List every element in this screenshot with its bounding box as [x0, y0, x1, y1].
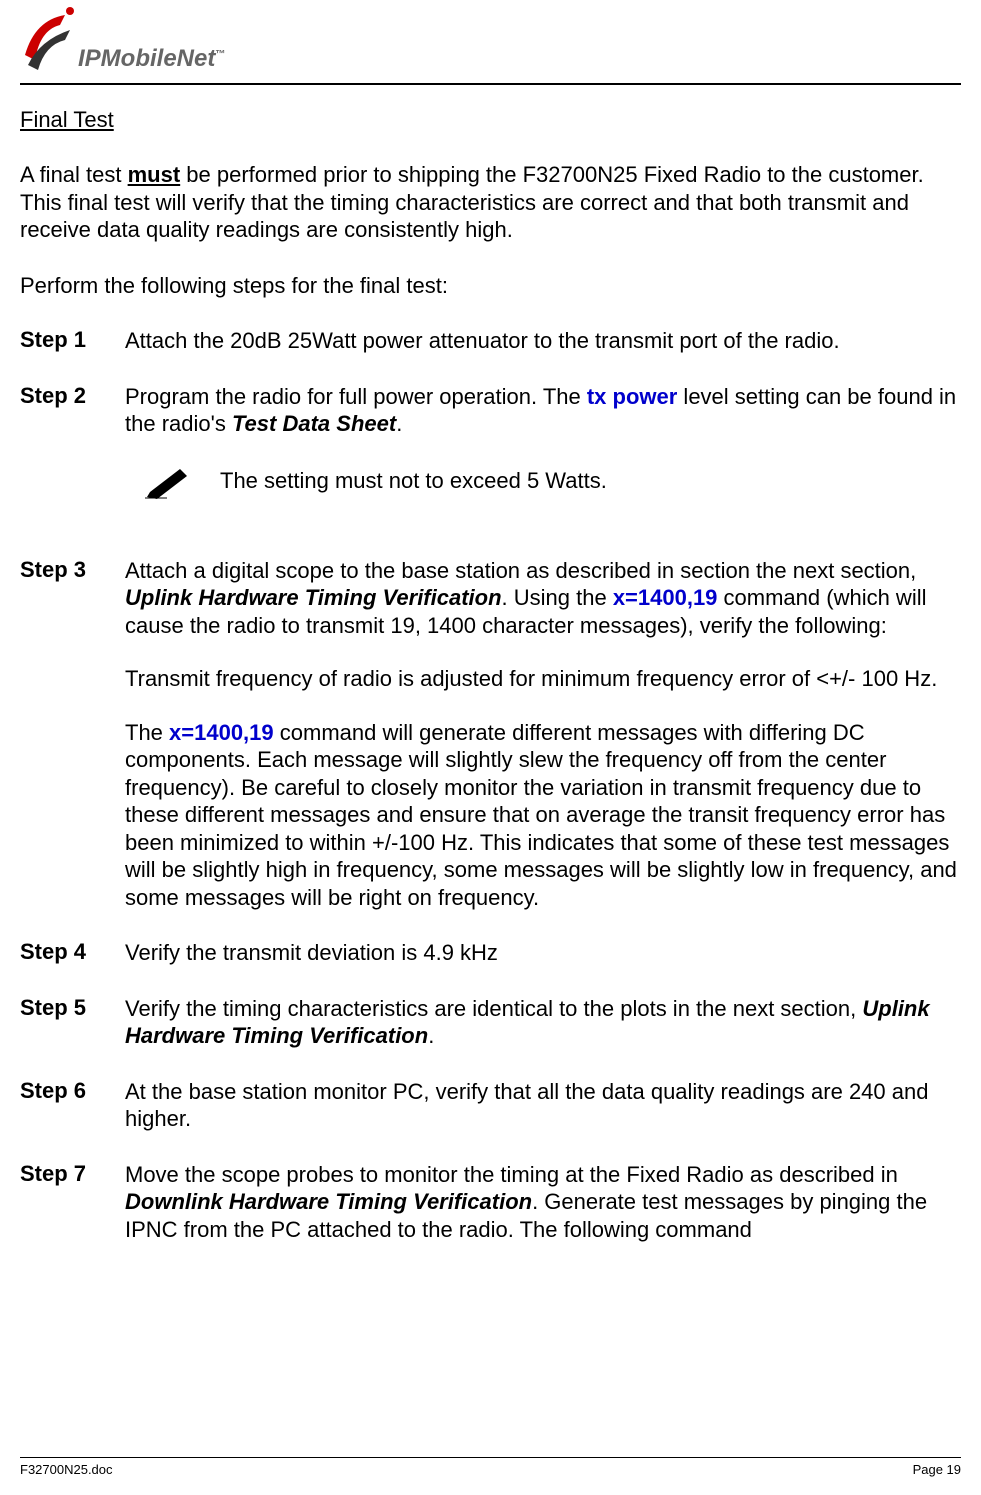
- step-2: Step 2 Program the radio for full power …: [20, 383, 961, 529]
- step-text: Attach a digital scope to the base stati…: [125, 557, 961, 912]
- company-logo: IPMobileNet™: [20, 5, 961, 83]
- step-6: Step 6 At the base station monitor PC, v…: [20, 1078, 961, 1133]
- step-1: Step 1 Attach the 20dB 25Watt power atte…: [20, 327, 961, 355]
- step-text: Attach the 20dB 25Watt power attenuator …: [125, 327, 961, 355]
- step-label: Step 1: [20, 327, 125, 355]
- document-content: Final Test A final test must be performe…: [20, 107, 961, 1243]
- footer-filename: F32700N25.doc: [20, 1462, 113, 1477]
- step-text: Verify the transmit deviation is 4.9 kHz: [125, 939, 961, 967]
- step-4: Step 4 Verify the transmit deviation is …: [20, 939, 961, 967]
- step-label: Step 3: [20, 557, 125, 912]
- step-text: Program the radio for full power operati…: [125, 383, 961, 529]
- note-callout: The setting must not to exceed 5 Watts.: [145, 464, 961, 499]
- step-label: Step 5: [20, 995, 125, 1050]
- intro-paragraph: A final test must be performed prior to …: [20, 161, 961, 244]
- section-title: Final Test: [20, 107, 961, 133]
- steps-list: Step 1 Attach the 20dB 25Watt power atte…: [20, 327, 961, 1243]
- step-label: Step 4: [20, 939, 125, 967]
- step-label: Step 6: [20, 1078, 125, 1133]
- step-text: Verify the timing characteristics are id…: [125, 995, 961, 1050]
- logo-swoosh-icon: [20, 5, 80, 75]
- page-footer: F32700N25.doc Page 19: [20, 1457, 961, 1477]
- step-label: Step 2: [20, 383, 125, 529]
- pencil-icon: [145, 464, 195, 499]
- logo-text: IPMobileNet™: [78, 45, 225, 75]
- step-text: At the base station monitor PC, verify t…: [125, 1078, 961, 1133]
- perform-intro: Perform the following steps for the fina…: [20, 272, 961, 300]
- step-5: Step 5 Verify the timing characteristics…: [20, 995, 961, 1050]
- page-header: IPMobileNet™: [20, 0, 961, 85]
- step-text: Move the scope probes to monitor the tim…: [125, 1161, 961, 1244]
- step-label: Step 7: [20, 1161, 125, 1244]
- step-3: Step 3 Attach a digital scope to the bas…: [20, 557, 961, 912]
- note-text: The setting must not to exceed 5 Watts.: [220, 467, 607, 495]
- step-7: Step 7 Move the scope probes to monitor …: [20, 1161, 961, 1244]
- footer-page-number: Page 19: [913, 1462, 961, 1477]
